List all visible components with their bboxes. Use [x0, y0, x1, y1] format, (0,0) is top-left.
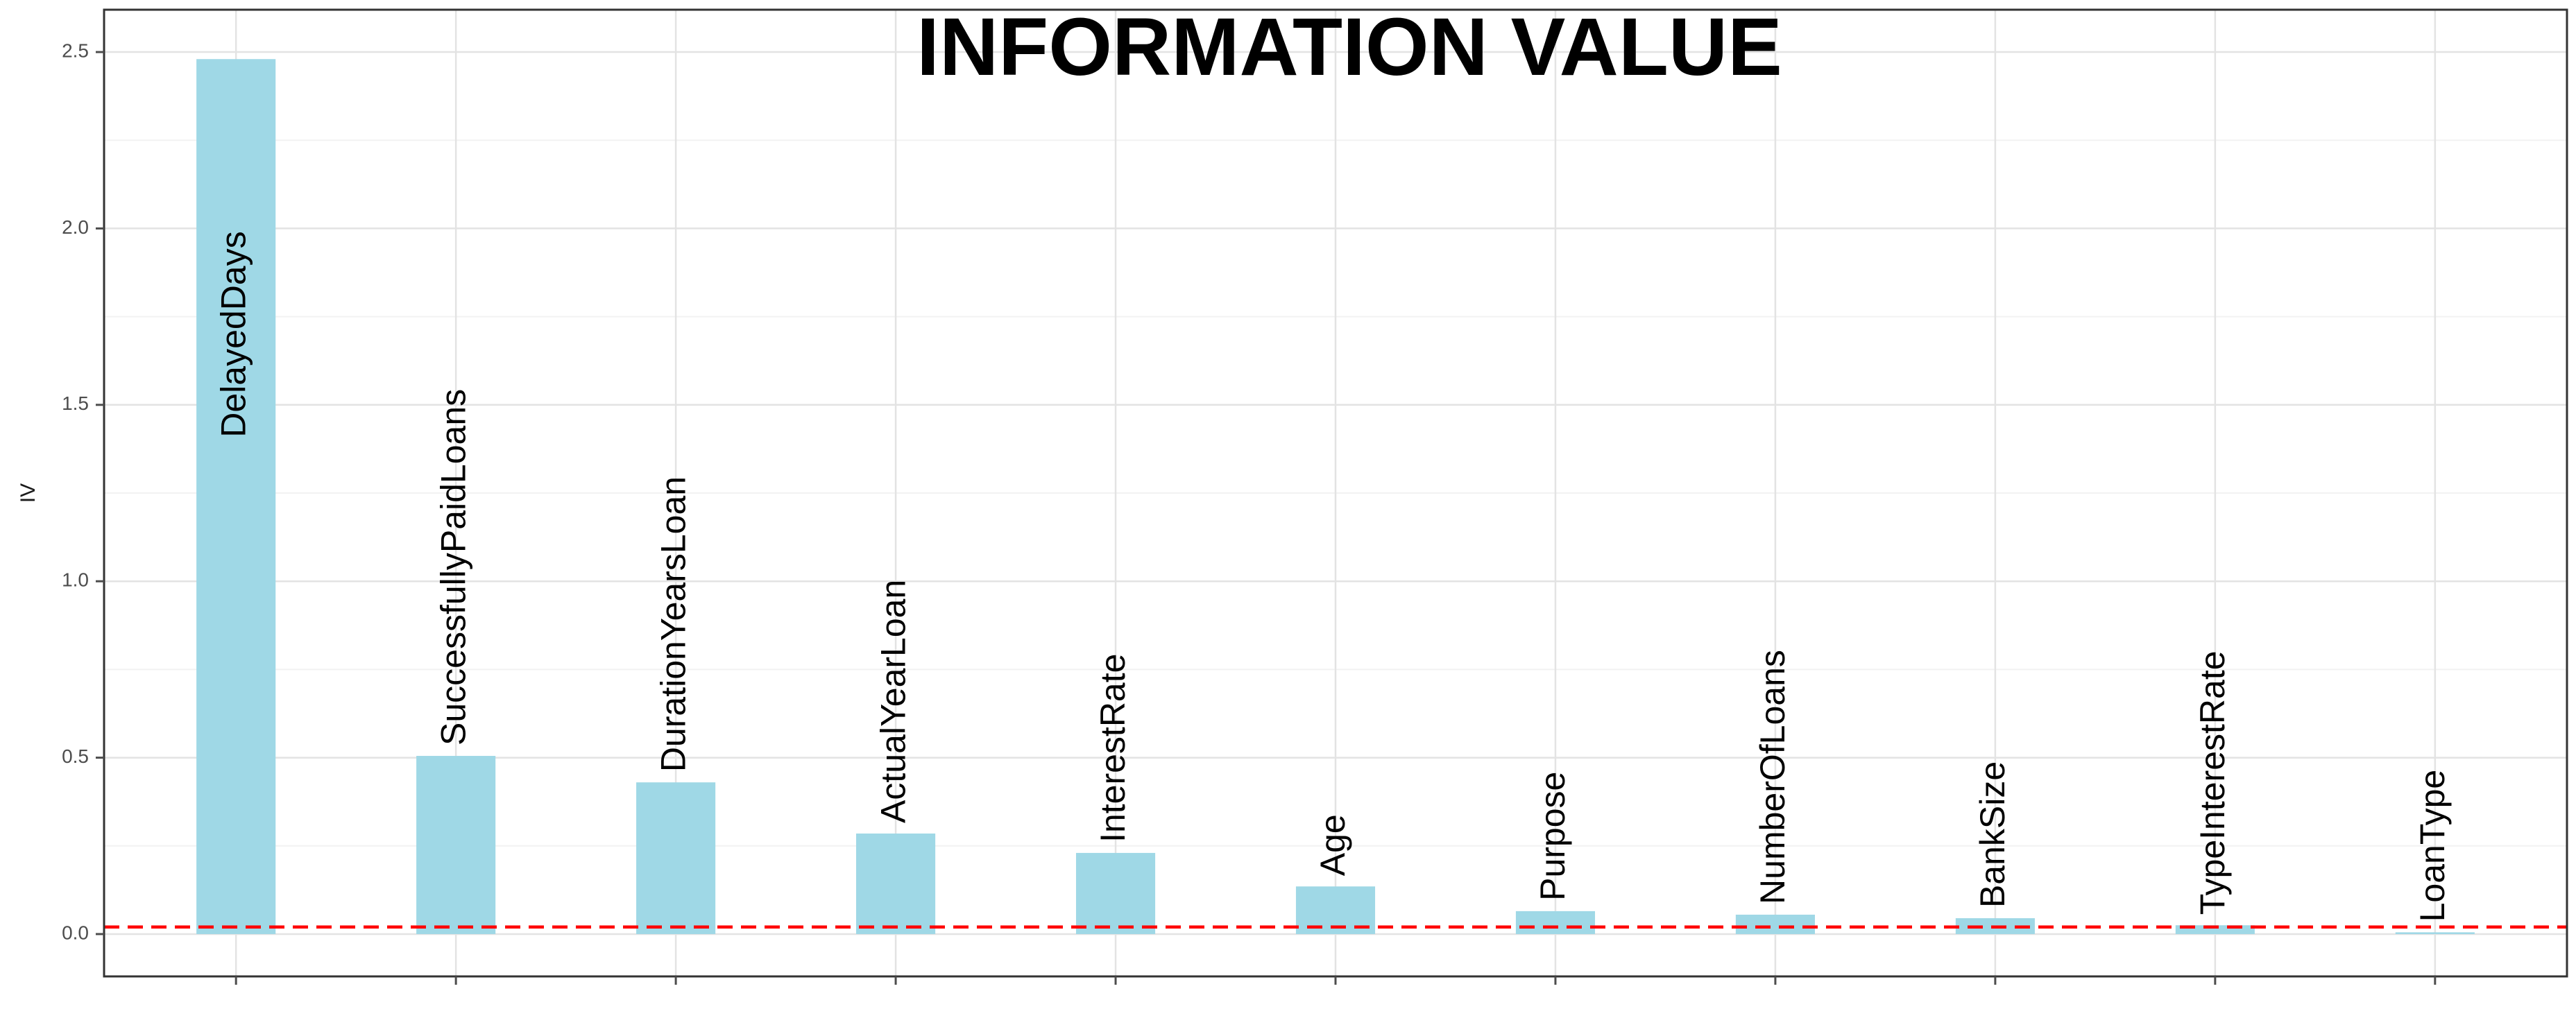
bar-label: Age — [1313, 814, 1352, 876]
bar-loantype — [2395, 932, 2475, 934]
y-tick-label: 0.0 — [62, 922, 89, 943]
bar-label: NumberOfLoans — [1753, 650, 1792, 904]
y-tick-label: 2.0 — [62, 216, 89, 238]
bar-label: BankSize — [1973, 761, 2012, 908]
y-tick-label: 1.0 — [62, 569, 89, 591]
bar-label: DelayedDays — [214, 231, 253, 437]
bar-label: LoanType — [2413, 770, 2452, 922]
bar-purpose — [1515, 911, 1596, 934]
bar-label: TypeInterestRate — [2193, 650, 2232, 915]
axis-layer: 0.0 0.5 1.0 1.5 2.0 2.5 — [62, 8, 2568, 985]
y-tick-label: 1.5 — [62, 393, 89, 414]
bar-interestrate — [1075, 852, 1156, 934]
bar-delayeddays — [196, 59, 276, 934]
y-tick-label: 0.5 — [62, 745, 89, 767]
bar-label: Purpose — [1533, 772, 1572, 901]
bar-numberofloans — [1735, 914, 1815, 934]
chart-title: INFORMATION VALUE — [916, 1, 1782, 93]
bar-label: ActualYearLoan — [873, 580, 912, 823]
bar-label: InterestRate — [1093, 654, 1132, 843]
y-tick-label: 2.5 — [62, 40, 89, 61]
bar-label: SuccessfullyPaidLoans — [434, 389, 472, 745]
bar-successfullypaidloans — [416, 756, 496, 934]
y-axis-label: IV — [17, 483, 40, 503]
bar-label-layer: DelayedDays SuccessfullyPaidLoans Duration… — [214, 231, 2452, 922]
bar-label: DurationYearsLoan — [654, 476, 692, 772]
bar-actualyearloan — [856, 833, 936, 934]
bar-durationyearsloan — [636, 782, 716, 934]
